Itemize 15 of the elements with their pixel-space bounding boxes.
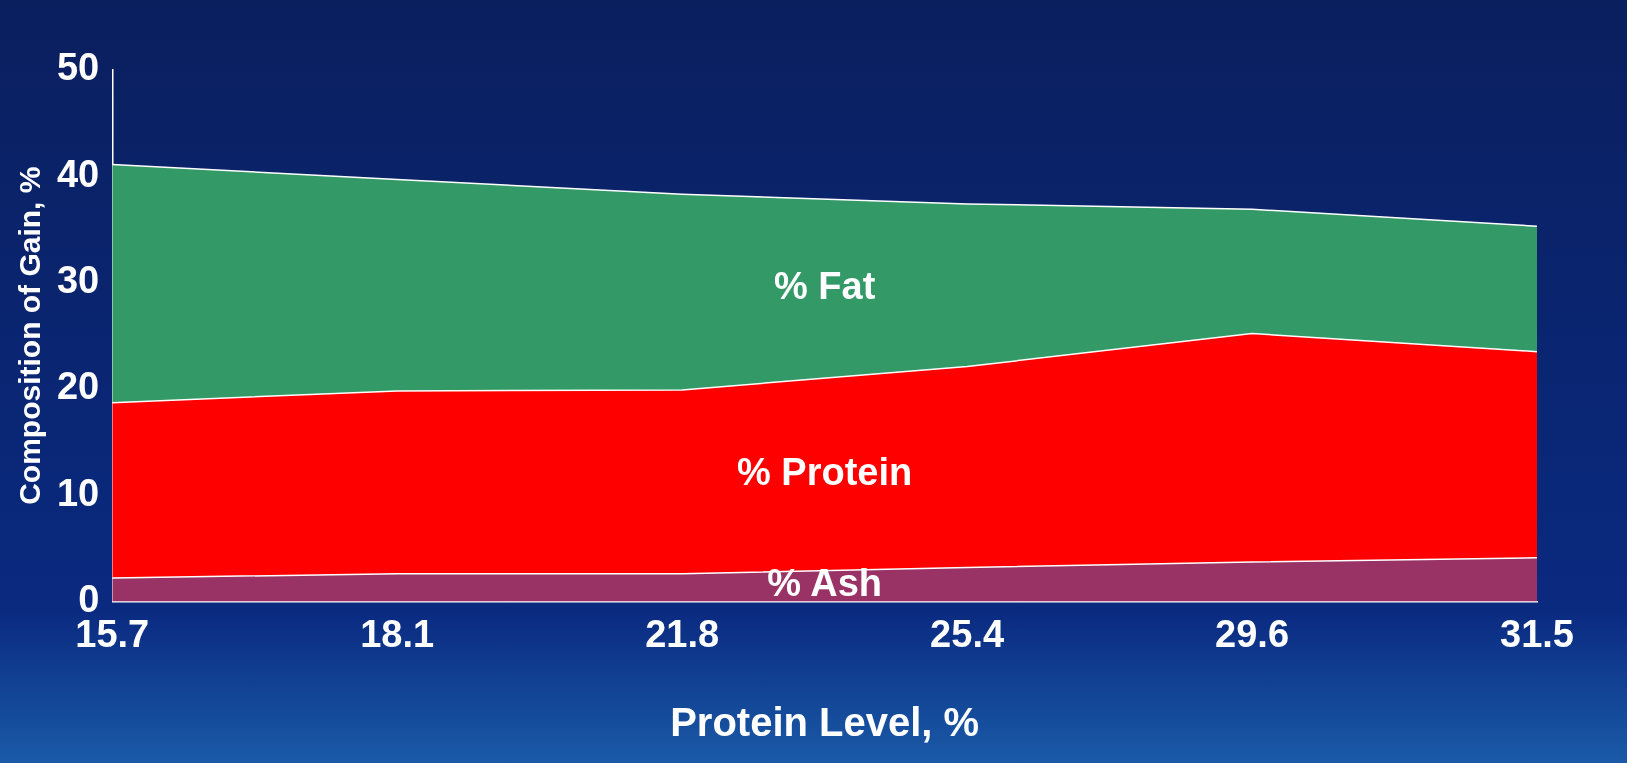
y-tick-label: 30 [56, 259, 100, 302]
x-tick-label: 25.4 [930, 612, 1005, 655]
y-tick-label: 40 [56, 152, 100, 195]
y-axis-title: Composition of Gain, % [13, 166, 47, 505]
x-tick-label: 29.6 [1215, 612, 1290, 655]
y-tick-label: 10 [56, 471, 100, 514]
series-label: % Protein [737, 450, 913, 493]
x-tick-label: 21.8 [645, 612, 720, 655]
y-tick-label: 20 [56, 365, 100, 408]
y-tick-label: 50 [56, 46, 100, 89]
series-label: % Fat [773, 265, 876, 308]
x-axis-title: Protein Level, % [670, 700, 980, 745]
x-tick-label: 18.1 [360, 612, 435, 655]
series-label: % Ash [767, 562, 882, 605]
x-tick-label: 31.5 [1500, 612, 1574, 655]
